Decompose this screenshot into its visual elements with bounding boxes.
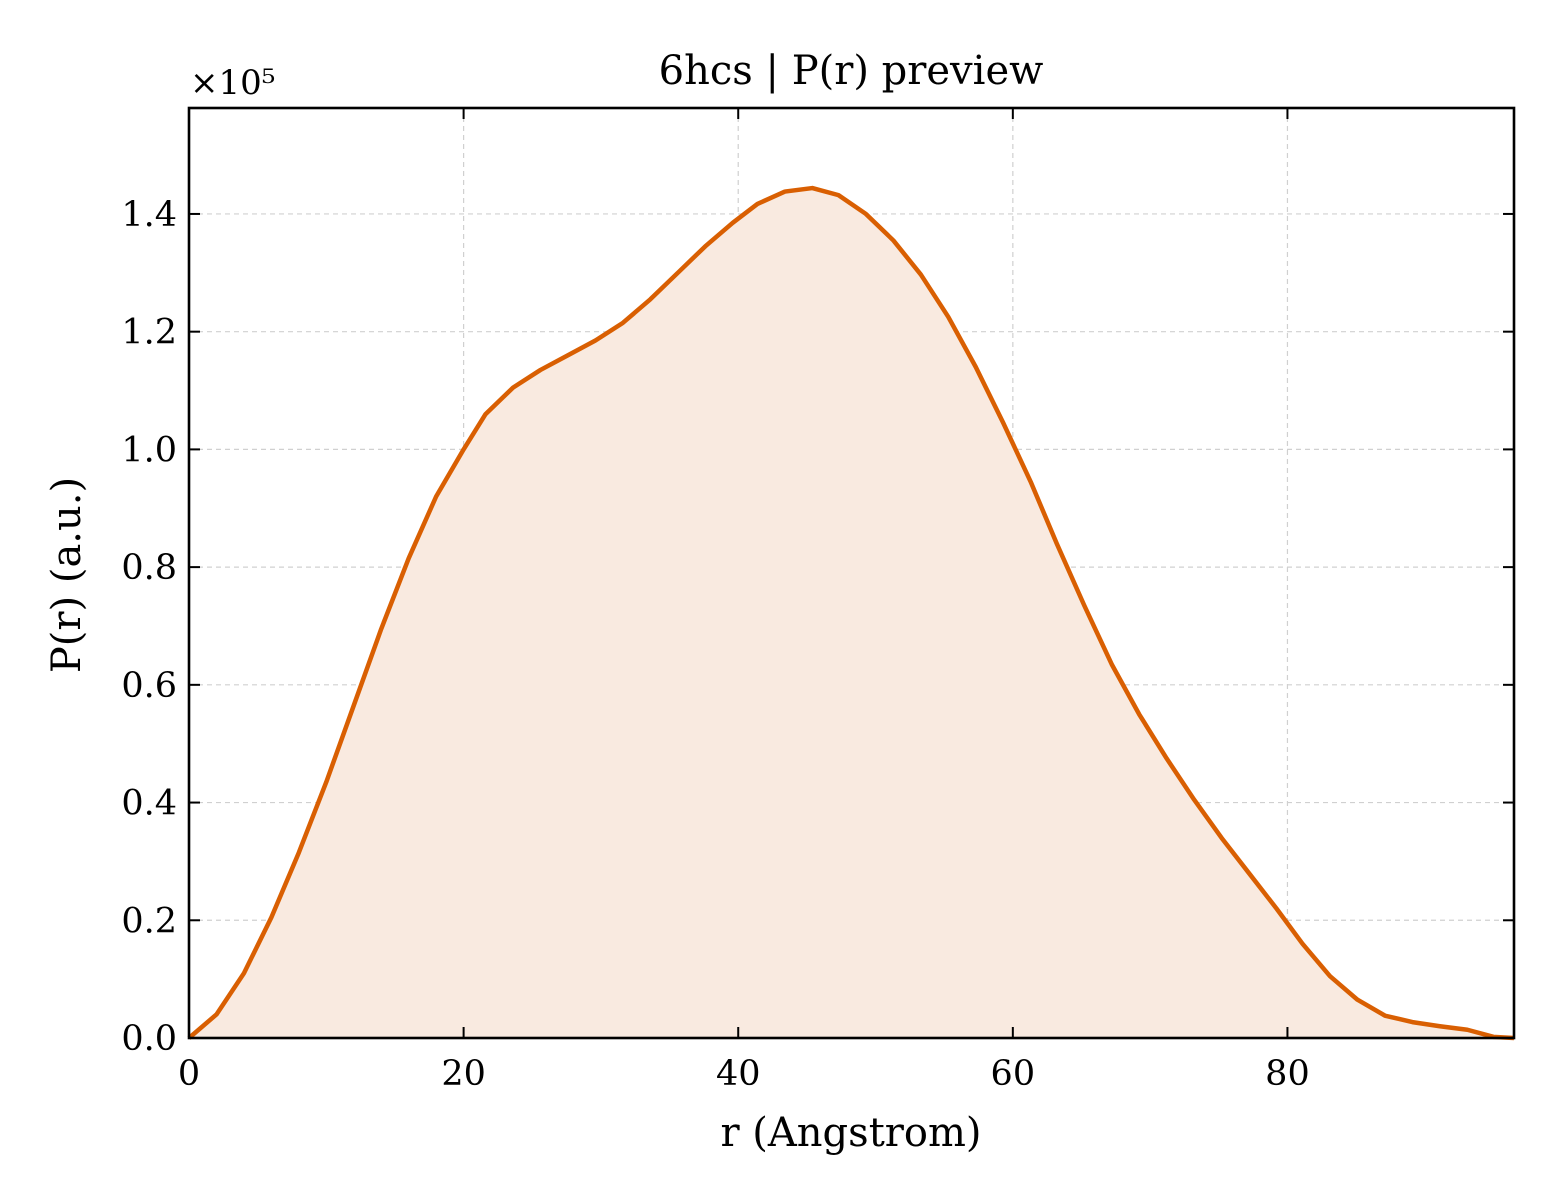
x-tick-label: 20 <box>441 1054 486 1094</box>
y-axis-multiplier: ×10⁵ <box>190 63 275 103</box>
x-tick-labels: 0 20 40 60 80 <box>178 1054 1310 1094</box>
chart-title: 6hcs | P(r) preview <box>659 48 1044 94</box>
axis-ticks <box>188 108 1514 1039</box>
y-tick-label: 1.4 <box>121 195 177 235</box>
y-tick-label: 0.6 <box>121 666 177 706</box>
y-tick-labels: 0.0 0.2 0.4 0.6 0.8 1.0 1.2 1.4 <box>121 195 177 1059</box>
y-tick-label: 0.0 <box>121 1019 177 1059</box>
pr-series-line <box>187 185 1515 1041</box>
y-tick-label: 0.8 <box>121 548 177 588</box>
y-tick-label: 0.4 <box>121 784 177 824</box>
y-axis-label: P(r) (a.u.) <box>44 477 90 673</box>
pr-area-fill <box>189 188 1514 1039</box>
x-tick-label: 80 <box>1265 1054 1310 1094</box>
plot-frame <box>187 106 1516 1040</box>
x-tick-label: 40 <box>716 1054 761 1094</box>
x-axis-label: r (Angstrom) <box>720 1110 981 1156</box>
x-tick-label: 0 <box>178 1054 200 1094</box>
x-tick-label: 60 <box>991 1054 1036 1094</box>
y-tick-label: 0.2 <box>121 901 177 941</box>
y-tick-label: 1.2 <box>121 313 177 353</box>
y-tick-label: 1.0 <box>121 430 177 470</box>
